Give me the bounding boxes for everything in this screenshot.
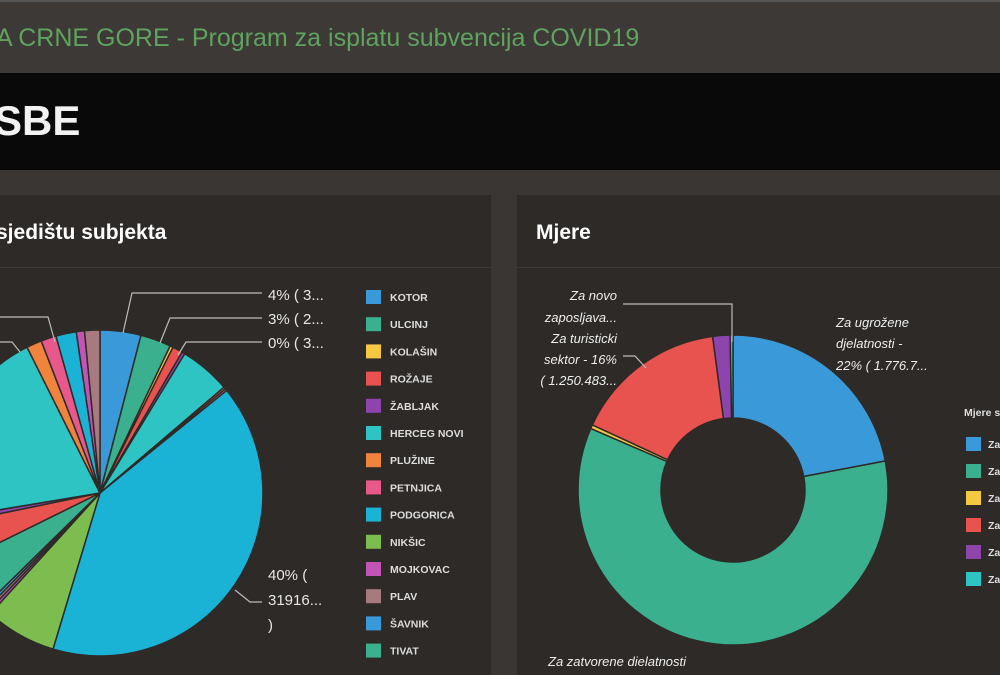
- legend-swatch: [366, 562, 381, 576]
- legend-label: Za...: [988, 466, 1000, 478]
- data-label: 4% ( 3...: [268, 287, 324, 304]
- data-label: 22% ( 1.776.7...: [835, 358, 928, 373]
- legend-swatch: [366, 480, 381, 495]
- data-label: 31916...: [268, 592, 322, 609]
- pie-slice: [83, 329, 101, 494]
- data-label: ( 1.250.483...: [540, 373, 617, 388]
- pie-slice: [0, 492, 101, 651]
- legend-label: Za...: [988, 439, 1000, 451]
- legend-swatch: [366, 507, 381, 522]
- legend-swatch: [366, 344, 381, 359]
- data-label: 3% ( 2...: [268, 311, 324, 328]
- legend-swatch: [966, 437, 981, 451]
- data-label: Za turisticki: [550, 331, 618, 346]
- legend-swatch: [366, 317, 381, 332]
- data-label: zaposljava...: [544, 310, 617, 325]
- legend-label: NIKŠIC: [390, 536, 426, 549]
- panel-title: Mjere: [536, 221, 591, 244]
- legend-label: MOJKOVAC: [390, 564, 450, 576]
- pie-slice: [0, 346, 102, 511]
- legend-label: Za...: [988, 574, 1000, 586]
- legend-label: KOTOR: [390, 292, 428, 304]
- legend-swatch: [966, 545, 981, 559]
- legend-label: KOLAŠIN: [390, 345, 437, 358]
- pie-slice: [591, 335, 725, 461]
- leader-line: [623, 355, 647, 369]
- pie-slice: [0, 492, 101, 593]
- legend-swatch: [366, 643, 381, 658]
- legend-swatch: [966, 491, 981, 505]
- leader-line: [234, 589, 262, 603]
- pie-slice: [0, 492, 101, 544]
- leader-line: [122, 292, 262, 334]
- leader-line: [0, 316, 56, 343]
- leader-line: [177, 341, 262, 356]
- legend-swatch: [366, 589, 381, 604]
- legend-swatch: [366, 371, 381, 386]
- data-label: 0% ( 3...: [268, 335, 324, 352]
- legend-swatch: [366, 616, 381, 631]
- legend-swatch: [966, 572, 981, 586]
- data-label: ): [268, 617, 273, 634]
- legend-label: ROŽAJE: [390, 373, 433, 386]
- app-title: A CRNE GORE - Program za isplatu subvenc…: [0, 24, 640, 52]
- data-label: Za zatvorene djelatnosti: [547, 654, 687, 666]
- legend-label: Za...: [988, 547, 1000, 559]
- legend-swatch: [366, 534, 381, 549]
- data-label: djelatnosti -: [836, 336, 903, 351]
- leader-line: [0, 341, 21, 353]
- pie-slice: [52, 389, 264, 657]
- legend-label: PLUŽINE: [390, 454, 435, 467]
- legend-label: Za...: [988, 493, 1000, 505]
- leader-line: [623, 303, 733, 342]
- legend-swatch: [366, 426, 381, 440]
- data-label: Za novo: [569, 288, 617, 303]
- app-header: A CRNE GORE - Program za isplatu subvenc…: [0, 0, 1000, 73]
- panel-title: sjedištu subjekta: [0, 221, 167, 244]
- legend-label: PLAV: [390, 591, 417, 603]
- legend-title: Mjere s...: [964, 407, 1000, 419]
- legend-swatch: [366, 453, 381, 468]
- legend-swatch: [966, 518, 981, 532]
- legend-swatch: [966, 464, 981, 478]
- legend-label: ŠAVNIK: [390, 617, 429, 630]
- leader-line: [159, 317, 262, 344]
- data-label: Za ugrožene: [835, 315, 909, 330]
- pie-slice: [729, 334, 734, 419]
- page-banner: SBE: [0, 73, 1000, 170]
- data-label: sektor - 16%: [544, 352, 617, 367]
- data-label: 40% (: [268, 567, 307, 584]
- legend-swatch: [366, 398, 381, 413]
- page-title: SBE: [0, 97, 81, 144]
- pie-slice: [732, 334, 887, 478]
- legend-label: PETNJICA: [390, 482, 442, 494]
- legend-label: Za...: [988, 520, 1000, 532]
- legend-label: ULCINJ: [390, 319, 428, 331]
- legend-swatch: [366, 290, 381, 304]
- pie-slice: [577, 427, 889, 646]
- legend-label: HERCEG NOVI: [390, 428, 464, 440]
- legend-label: TIVAT: [390, 646, 419, 658]
- legend-label: PODGORICA: [390, 510, 455, 522]
- legend-label: ŽABLJAK: [390, 400, 439, 413]
